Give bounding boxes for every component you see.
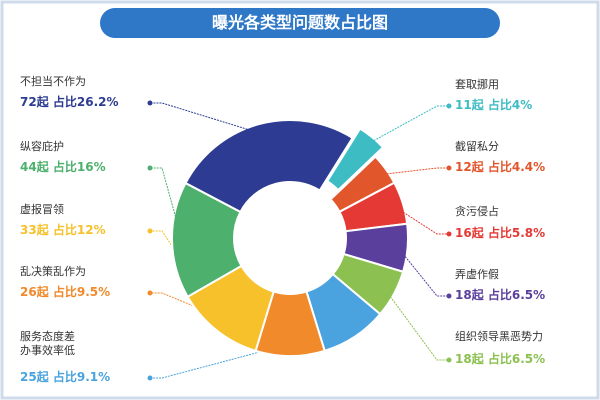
leader-line [150,230,224,323]
leader-line [397,246,449,297]
leader-dot [147,100,153,106]
leader-line [384,289,449,361]
value-label: 25起 占比9.1% [20,370,111,384]
category-label: 乱决策乱作为 [20,265,86,278]
category-label: 服务态度差 办事效率低 [20,330,75,357]
category-label: 不担当不作为 [20,75,86,88]
slice [325,127,385,192]
leader-dot [147,290,153,296]
leader-dot [446,357,452,363]
value-label: 16起 占比5.8% [455,226,546,240]
leader-dot [446,103,452,109]
leader-line [365,105,449,146]
value-label: 72起 占比26.2% [20,95,119,109]
chart-title: 曝光各类型问题数占比图 [100,8,500,38]
value-label: 12起 占比4.4% [455,160,546,174]
value-label: 26起 占比9.5% [20,285,111,299]
leader-dot [446,293,452,299]
category-label: 套取挪用 [455,78,499,91]
value-label: 11起 占比4% [455,98,533,112]
category-label: 截留私分 [455,140,499,153]
leader-dot [147,375,153,381]
value-label: 18起 占比6.5% [455,352,546,366]
leader-dot [147,228,153,234]
leader-line [150,167,183,241]
category-label: 虚报冒领 [20,203,64,216]
value-label: 44起 占比16% [20,160,106,174]
slice [184,119,354,214]
leader-line [150,102,262,135]
value-label: 33起 占比12% [20,223,106,237]
leader-dot [446,231,452,237]
category-label: 组织领导黑恶势力 [455,330,543,343]
value-label: 18起 占比6.5% [455,288,546,302]
leader-dot [147,165,153,171]
category-label: 纵容庇护 [20,140,64,153]
category-label: 弄虚作假 [455,268,499,281]
category-label: 贪污侵占 [455,205,499,218]
leader-line [392,205,449,235]
leader-line [377,167,449,176]
leader-dot [446,165,452,171]
